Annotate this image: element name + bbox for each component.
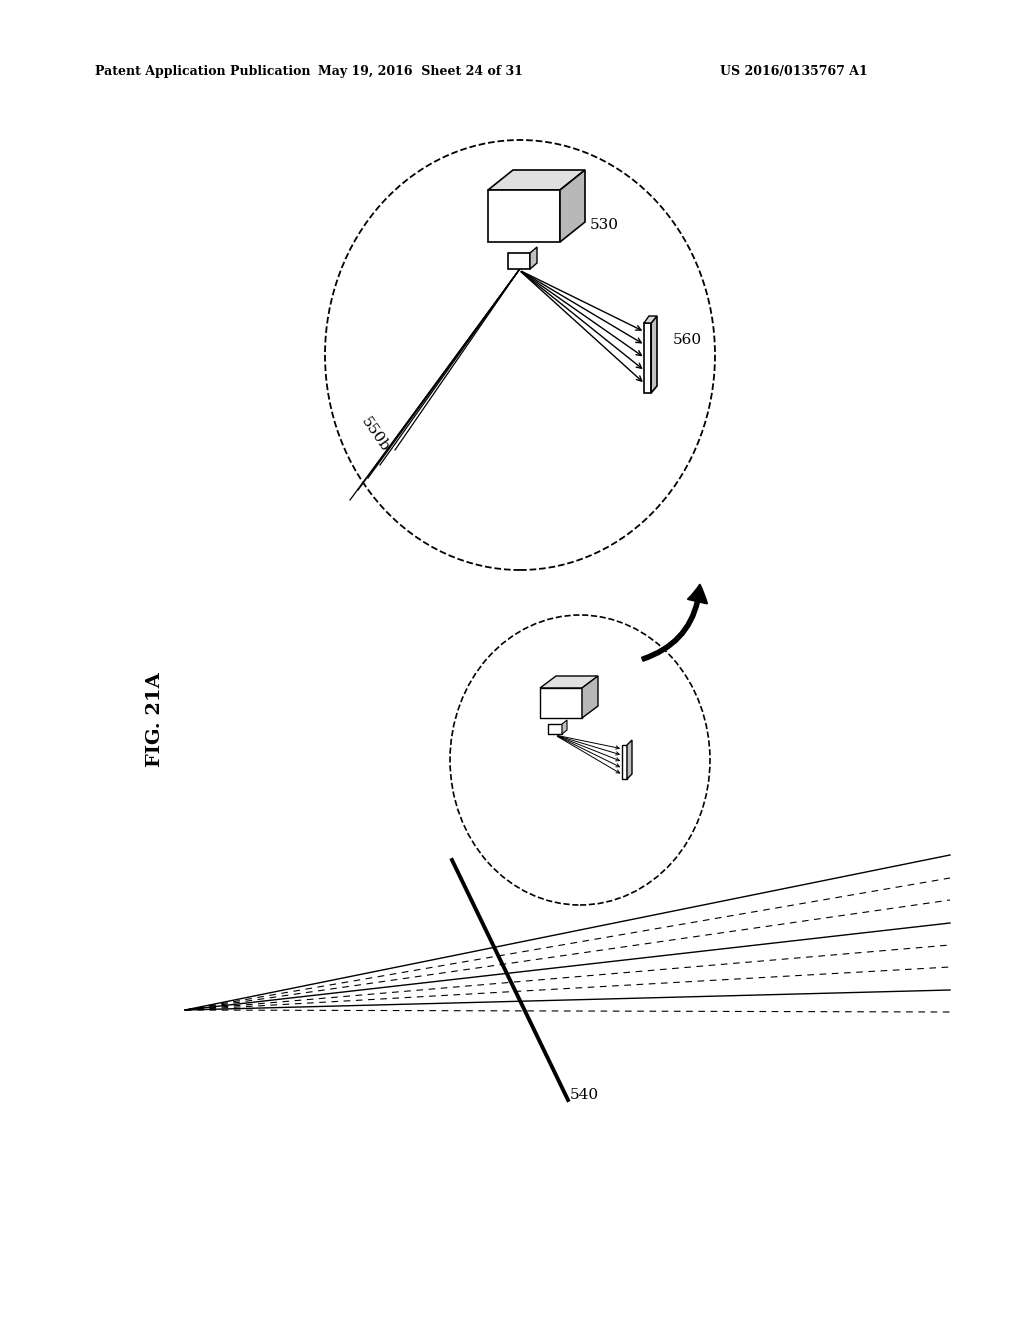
Polygon shape <box>488 170 585 190</box>
Text: FIG. 21A: FIG. 21A <box>146 673 164 767</box>
FancyArrowPatch shape <box>642 585 707 661</box>
Polygon shape <box>622 744 627 779</box>
Polygon shape <box>644 323 651 393</box>
Polygon shape <box>644 315 657 323</box>
Polygon shape <box>530 247 537 269</box>
Polygon shape <box>582 676 598 718</box>
Polygon shape <box>540 688 582 718</box>
Polygon shape <box>651 315 657 393</box>
Text: 540: 540 <box>570 1088 599 1102</box>
Text: US 2016/0135767 A1: US 2016/0135767 A1 <box>720 66 867 78</box>
Text: Patent Application Publication: Patent Application Publication <box>95 66 310 78</box>
Polygon shape <box>562 719 567 734</box>
Polygon shape <box>508 253 530 269</box>
Polygon shape <box>540 676 598 688</box>
Text: May 19, 2016  Sheet 24 of 31: May 19, 2016 Sheet 24 of 31 <box>317 66 522 78</box>
Polygon shape <box>560 170 585 242</box>
Polygon shape <box>488 190 560 242</box>
Polygon shape <box>627 741 632 779</box>
Text: 550b: 550b <box>358 414 392 455</box>
Polygon shape <box>548 723 562 734</box>
Text: 530: 530 <box>590 218 618 232</box>
Text: 560: 560 <box>673 333 702 347</box>
